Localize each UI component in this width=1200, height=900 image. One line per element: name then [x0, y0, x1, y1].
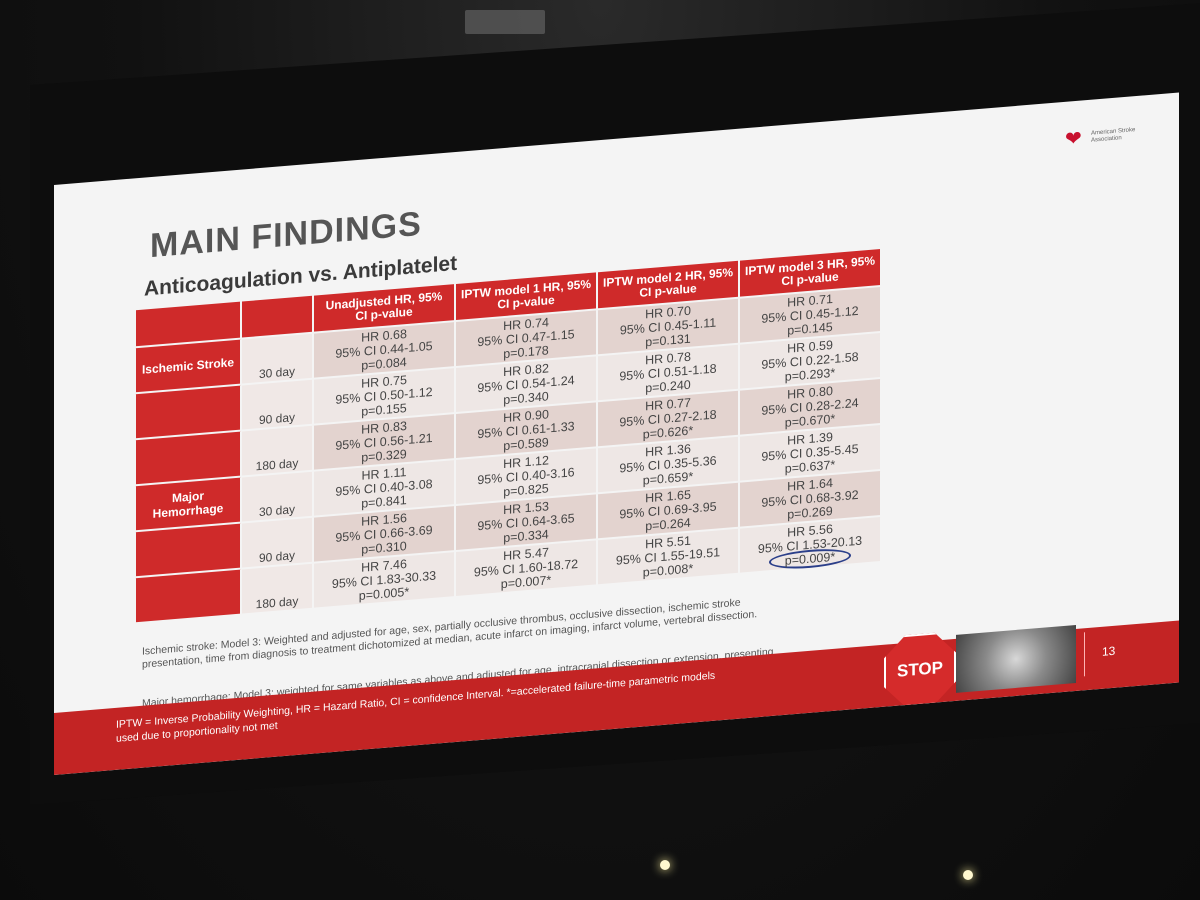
- heart-torch-icon: ❤: [1065, 127, 1082, 151]
- cell-text: p=0.145: [787, 319, 833, 338]
- logo-wordmark: American Stroke Association: [1091, 127, 1136, 144]
- period-label: 90 day: [241, 378, 313, 431]
- cell-text: p=0.841: [361, 492, 407, 511]
- period-label: 180 day: [241, 562, 313, 615]
- presentation-slide: ❤ American Stroke Association MAIN FINDI…: [54, 92, 1179, 775]
- cell-text: p=0.155: [361, 400, 407, 419]
- cell-text: p=0.008*: [642, 561, 694, 580]
- page-number: 13: [1102, 643, 1116, 659]
- cell-text: p=0.659*: [642, 469, 694, 488]
- cell-text: p=0.269: [787, 503, 833, 522]
- floor-light: [660, 860, 670, 870]
- period-label: 90 day: [241, 516, 313, 569]
- cell-text: p=0.005*: [358, 584, 410, 603]
- cell-text: p=0.007*: [500, 573, 552, 592]
- period-label: 180 day: [241, 424, 313, 477]
- cell-text: p=0.670*: [784, 411, 836, 430]
- cell-text: p=0.264: [645, 515, 691, 534]
- ceiling-fixture: [465, 10, 545, 34]
- cell-text: p=0.589: [503, 435, 549, 454]
- slide-title: MAIN FINDINGS: [150, 204, 422, 266]
- period-label: 30 day: [241, 470, 313, 523]
- cell-text: p=0.131: [645, 331, 691, 350]
- cell-text: p=0.329: [361, 446, 407, 465]
- cell-text: p=0.084: [361, 354, 407, 373]
- cell-text: p=0.334: [503, 527, 549, 546]
- cell-text: p=0.310: [361, 538, 407, 557]
- cell-text: p=0.240: [645, 377, 691, 396]
- aha-logo: ❤ American Stroke Association: [1065, 124, 1139, 151]
- cell-text: p=0.293*: [784, 365, 836, 384]
- header-blank: [241, 294, 313, 339]
- stop-sign-icon: STOP: [884, 631, 956, 709]
- cell-text: p=0.825: [503, 481, 549, 500]
- cell-text: p=0.626*: [642, 423, 694, 442]
- floor-light: [963, 870, 973, 880]
- group-cell: [135, 568, 241, 624]
- findings-table: Unadjusted HR, 95% CI p-value IPTW model…: [134, 247, 882, 624]
- cell-text: p=0.178: [503, 343, 549, 362]
- cell-text: p=0.637*: [784, 457, 836, 476]
- cell-text: p=0.340: [503, 389, 549, 408]
- footer-divider: [1084, 632, 1085, 677]
- period-label: 30 day: [241, 332, 313, 385]
- brain-scan-image: [956, 624, 1076, 693]
